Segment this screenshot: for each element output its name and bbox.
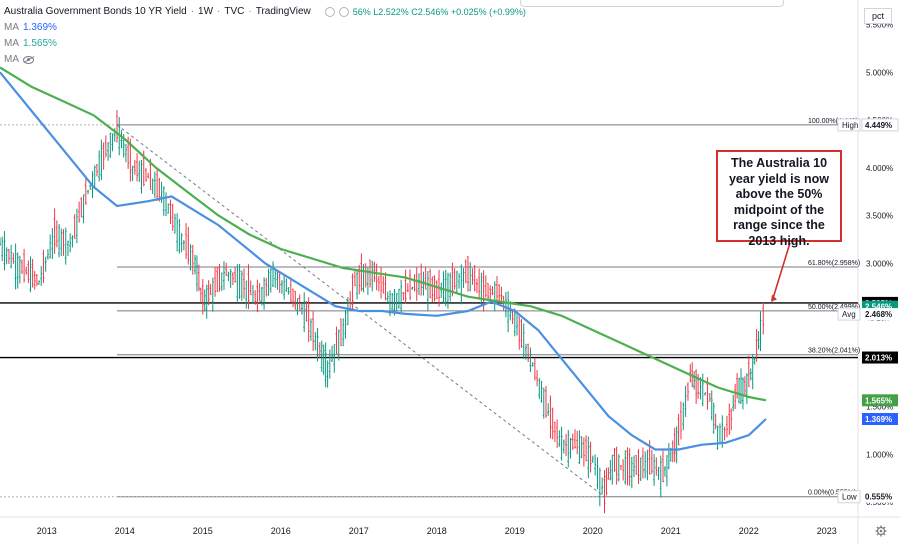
price-tag (861, 118, 899, 132)
legend-symbol-row: Australia Government Bonds 10 YR Yield ·… (4, 4, 526, 20)
legend-ma2-value: 1.565% (23, 38, 57, 49)
legend-ma3-label: MA (4, 54, 19, 65)
x-tick-label: 2020 (583, 526, 603, 536)
price-tag-label: 2.546% (865, 303, 892, 312)
price-tag-label: 1.369% (865, 415, 892, 424)
fib-level-label: 0.00%(0.555%) (808, 490, 856, 497)
callout-arrowhead (771, 294, 777, 302)
legend-circle-icon[interactable] (324, 7, 335, 17)
legend-circle-icon-2[interactable] (338, 7, 349, 17)
x-tick-label: 2017 (349, 526, 369, 536)
price-tag-name: Low (842, 493, 857, 502)
ma-blue-line (0, 71, 767, 451)
legend-ma2-label: MA (4, 38, 19, 49)
price-tag (862, 394, 898, 407)
legend-ohlc: 56% L2.522% C2.546% +0.025% (+0.99%) (352, 7, 526, 17)
x-tick-label: 2014 (115, 526, 135, 536)
x-tick-label: 2018 (427, 526, 447, 536)
callout-arrow (771, 242, 791, 302)
legend-platform: TradingView (255, 6, 311, 17)
price-tag (862, 490, 898, 503)
x-tick-label: 2022 (739, 526, 759, 536)
ma-green-line (0, 66, 767, 402)
price-tag-name: High (842, 121, 858, 130)
y-tick-label: 3.000% (866, 259, 893, 268)
fib-level-label: 61.80%(2.958%) (808, 260, 860, 267)
y-tick-label: 1.000% (866, 450, 893, 459)
price-tag-label: 2.468% (865, 310, 892, 319)
legend-source: TVC (224, 6, 245, 17)
fib-level-label: 100.00%(4.449) (808, 118, 858, 125)
y-tick-label: 5.500% (866, 21, 893, 30)
price-tag-name-box (837, 307, 861, 321)
price-tag-label: 1.565% (865, 396, 892, 405)
top-toolbar-strip (520, 0, 784, 7)
x-tick-label: 2019 (505, 526, 525, 536)
price-tag-label: 4.449% (865, 121, 892, 130)
x-tick-label: 2016 (271, 526, 291, 536)
x-tick-label: 2023 (817, 526, 837, 536)
price-tag-label: 2.013% (865, 354, 892, 363)
y-tick-label: 4.000% (866, 164, 893, 173)
y-tick-label: 3.500% (866, 212, 893, 221)
price-tag-name-box (837, 490, 861, 504)
x-tick-label: 2015 (193, 526, 213, 536)
legend-ma3-row[interactable]: MA (4, 52, 526, 68)
callout-text: The Australia 10 year yield is now above… (728, 156, 830, 248)
price-tag-label: 0.555% (865, 493, 892, 502)
unit-toggle-button[interactable]: pct (864, 8, 892, 24)
price-tag (862, 308, 898, 321)
fib-level-label: 50.00%(2.499%) (808, 304, 860, 311)
legend-symbol: Australia Government Bonds 10 YR Yield (4, 6, 187, 17)
y-tick-label: 5.000% (866, 68, 893, 77)
price-tag (862, 413, 898, 426)
hidden-eye-icon[interactable] (23, 56, 35, 64)
legend-interval[interactable]: 1W (198, 6, 214, 17)
legend-ma1-label: MA (4, 22, 19, 33)
legend-ma1-row[interactable]: MA 1.369% (4, 20, 526, 36)
price-tag (862, 351, 898, 364)
gear-icon[interactable] (875, 525, 887, 537)
x-tick-label: 2021 (661, 526, 681, 536)
chart-legend: Australia Government Bonds 10 YR Yield ·… (4, 4, 526, 68)
annotation-callout: The Australia 10 year yield is now above… (716, 150, 842, 248)
legend-ma1-value: 1.369% (23, 22, 57, 33)
fib-level-label: 38.20%(2.041%) (808, 348, 860, 355)
price-tag-name: Avg (842, 310, 856, 319)
x-tick-label: 2013 (37, 526, 57, 536)
y-tick-label: 1.500% (866, 403, 893, 412)
legend-ma2-row[interactable]: MA 1.565% (4, 36, 526, 52)
price-tag-name-box (837, 118, 861, 132)
